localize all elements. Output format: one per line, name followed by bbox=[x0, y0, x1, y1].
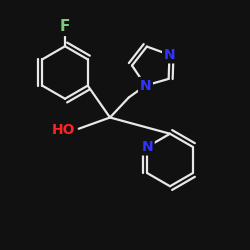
Text: N: N bbox=[164, 48, 175, 62]
Text: N: N bbox=[140, 78, 151, 92]
Text: HO: HO bbox=[52, 123, 75, 137]
Text: N: N bbox=[142, 140, 153, 154]
Text: F: F bbox=[60, 19, 70, 34]
